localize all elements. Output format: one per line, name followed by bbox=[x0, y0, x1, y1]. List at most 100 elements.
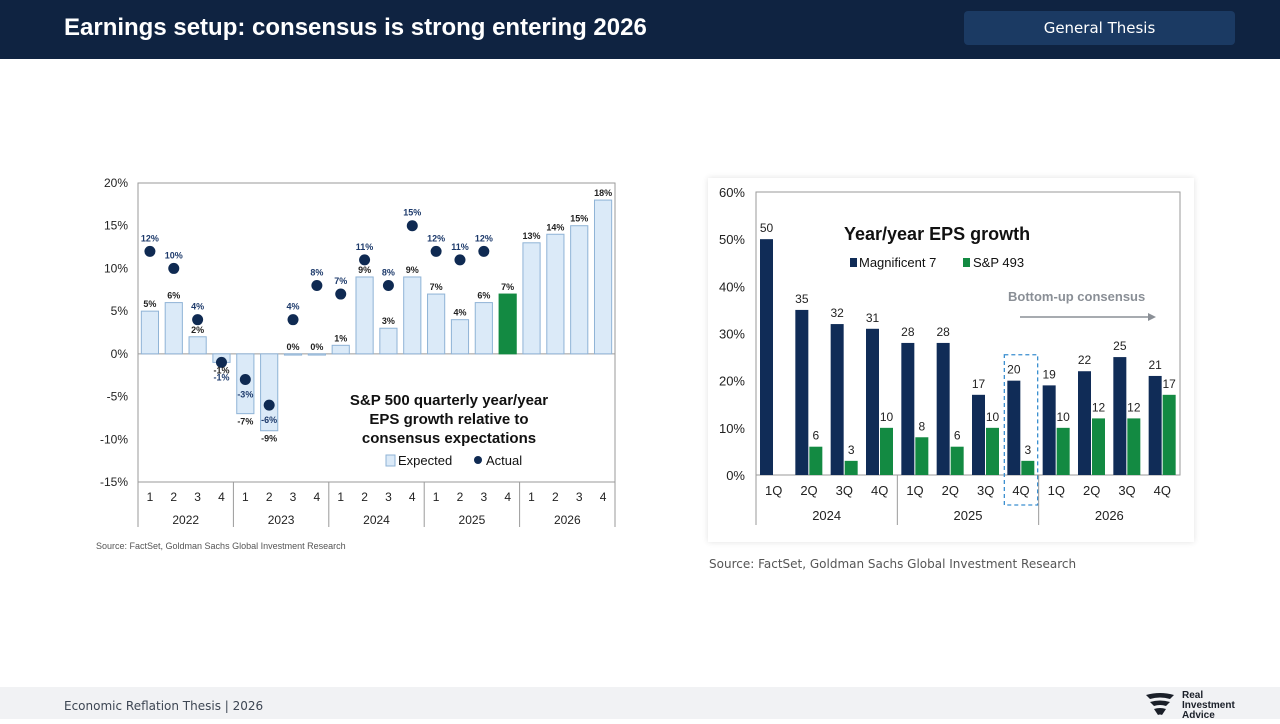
chart2-ytick-label: 50% bbox=[719, 232, 745, 247]
chart1-source: Source: FactSet, Goldman Sachs Global In… bbox=[96, 541, 346, 551]
mag7-bar-label: 28 bbox=[936, 325, 950, 339]
sp493-bar bbox=[880, 427, 893, 475]
expected-bar-label: 13% bbox=[523, 231, 541, 241]
chart2-year-label: 2026 bbox=[1095, 508, 1124, 523]
actual-dot bbox=[168, 262, 180, 274]
chart2-ytick-label: 60% bbox=[719, 185, 745, 200]
mag7-bar bbox=[972, 394, 985, 475]
header-bar: Earnings setup: consensus is strong ente… bbox=[0, 0, 1280, 59]
chart1-title-line-2: EPS growth relative to bbox=[369, 411, 528, 428]
chart1-quarter-label: 1 bbox=[528, 490, 535, 504]
chart1-quarter-label: 4 bbox=[409, 490, 416, 504]
chart2-quarter-label: 1Q bbox=[906, 483, 923, 498]
expected-bar bbox=[140, 310, 160, 355]
current-quarter-highlight bbox=[1003, 354, 1039, 506]
sp493-bar-label: 6 bbox=[812, 429, 819, 443]
expected-bar bbox=[331, 344, 350, 355]
mag7-bar-label: 20 bbox=[1007, 363, 1021, 377]
actual-dot-label: 8% bbox=[310, 268, 323, 278]
expected-bar bbox=[379, 327, 398, 355]
expected-bar bbox=[474, 302, 493, 355]
actual-dot bbox=[287, 314, 299, 326]
actual-dot bbox=[311, 280, 323, 292]
consensus-arrowhead-icon bbox=[1148, 313, 1156, 321]
sp493-bar-label: 8 bbox=[918, 419, 925, 433]
section-tag-button[interactable]: General Thesis bbox=[964, 11, 1235, 45]
actual-dot bbox=[454, 254, 466, 266]
mag7-bar-label: 25 bbox=[1113, 339, 1127, 353]
chart1-title-line-3: consensus expectations bbox=[362, 430, 536, 447]
chart1-year-label: 2026 bbox=[554, 513, 581, 527]
actual-dot bbox=[192, 314, 204, 326]
sp493-bar-label: 12 bbox=[1092, 400, 1106, 414]
expected-bar bbox=[570, 225, 589, 355]
actual-dot-label: 11% bbox=[451, 242, 469, 252]
mag7-bar bbox=[1007, 380, 1021, 475]
mag7-bar-label: 31 bbox=[866, 311, 880, 325]
mag7-bar-label: 28 bbox=[901, 325, 915, 339]
actual-dot-label: 4% bbox=[287, 302, 300, 312]
chart1-quarter-label: 3 bbox=[290, 490, 297, 504]
actual-dot bbox=[263, 399, 275, 411]
eagle-logo-icon bbox=[1146, 693, 1174, 715]
chart2-quarter-label: 4Q bbox=[871, 483, 888, 498]
actual-dot-label: 7% bbox=[334, 276, 347, 286]
chart2-source: Source: FactSet, Goldman Sachs Global In… bbox=[709, 557, 1077, 571]
actual-dot-label: 12% bbox=[427, 233, 445, 243]
chart2-quarter-label: 3Q bbox=[1118, 483, 1135, 498]
chart1-quarter-label: 1 bbox=[242, 490, 249, 504]
mag7-bar-label: 19 bbox=[1042, 367, 1056, 381]
expected-bar-label: 7% bbox=[430, 282, 443, 292]
chart1-quarter-label: 2 bbox=[266, 490, 273, 504]
eps-vs-consensus-svg: 5%12%6%10%2%4%-1%-1%-7%-3%-9%-6%0%4%0%8%… bbox=[96, 176, 616, 551]
footer-bar: Economic Reflation Thesis | 2026 Real In… bbox=[0, 687, 1280, 721]
chart1-ytick-label: -15% bbox=[100, 475, 128, 489]
expected-bar bbox=[522, 242, 541, 355]
sp493-bar-label: 10 bbox=[986, 410, 1000, 424]
expected-bar bbox=[403, 276, 422, 355]
actual-dot-label: 10% bbox=[165, 250, 183, 260]
chart1-quarter-label: 1 bbox=[337, 490, 344, 504]
actual-dot-label: 4% bbox=[191, 302, 204, 312]
chart1-quarter-label: 4 bbox=[314, 490, 321, 504]
mag7-bar bbox=[1148, 375, 1162, 475]
chart1-quarter-label: 3 bbox=[194, 490, 201, 504]
expected-bar-label: -9% bbox=[261, 434, 277, 444]
ria-logo: Real Investment Advice bbox=[1144, 689, 1254, 721]
mag7-bar bbox=[760, 239, 773, 475]
expected-bar-label: 6% bbox=[477, 291, 490, 301]
actual-dot bbox=[239, 373, 251, 385]
chart1-ytick-label: 5% bbox=[111, 304, 129, 318]
expected-bar bbox=[283, 353, 303, 356]
chart1-year-label: 2024 bbox=[363, 513, 390, 527]
mag7-bar-label: 22 bbox=[1078, 353, 1092, 367]
mag7-bar-label: 32 bbox=[830, 306, 844, 320]
actual-dot-label: -3% bbox=[237, 389, 253, 399]
expected-bar-label: -7% bbox=[237, 417, 253, 427]
chart2-ytick-label: 10% bbox=[719, 421, 745, 436]
chart2-quarter-label: 3Q bbox=[836, 483, 853, 498]
chart1-ytick-label: -5% bbox=[107, 390, 129, 404]
chart1-title-line-1: S&P 500 quarterly year/year bbox=[350, 392, 548, 409]
sp493-bar-label: 10 bbox=[1056, 410, 1070, 424]
chart1-quarter-label: 2 bbox=[361, 490, 368, 504]
expected-bar-label: 7% bbox=[501, 282, 514, 292]
actual-dot-label: -1% bbox=[213, 372, 229, 382]
logo-line-1: Real bbox=[1182, 690, 1204, 701]
actual-dot bbox=[215, 356, 227, 368]
sp493-bar-label: 10 bbox=[880, 410, 894, 424]
actual-dot-label: 8% bbox=[382, 268, 395, 278]
actual-dot-label: -6% bbox=[261, 415, 277, 425]
chart2-quarter-label: 1Q bbox=[1048, 483, 1065, 498]
expected-bar-label: 2% bbox=[191, 325, 204, 335]
expected-bar bbox=[546, 233, 565, 355]
mag7-bar bbox=[795, 309, 809, 475]
chart1-quarter-label: 3 bbox=[385, 490, 392, 504]
actual-dot bbox=[359, 254, 371, 266]
sp493-bar bbox=[915, 437, 929, 475]
expected-bar-label: 1% bbox=[334, 333, 347, 343]
chart1-year-label: 2022 bbox=[172, 513, 199, 527]
consensus-annotation: Bottom-up consensus bbox=[1008, 289, 1145, 304]
mag7-bar-label: 21 bbox=[1148, 358, 1162, 372]
chart2-quarter-label: 2Q bbox=[800, 483, 817, 498]
